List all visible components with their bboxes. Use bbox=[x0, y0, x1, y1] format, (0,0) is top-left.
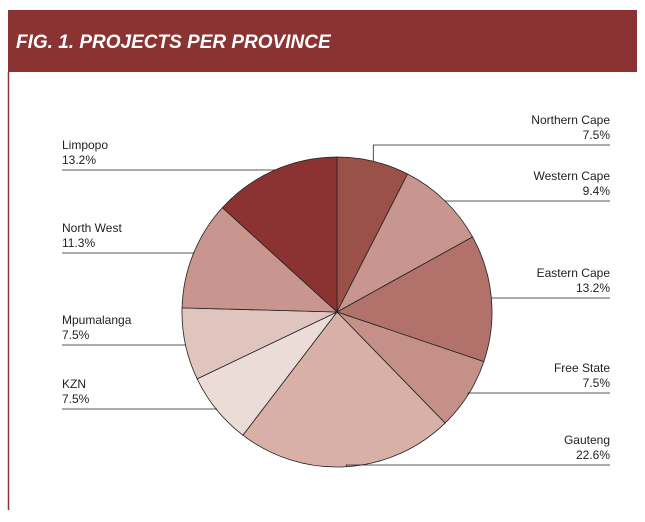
chart-title: FIG. 1. PROJECTS PER PROVINCE bbox=[16, 32, 332, 53]
slice-label: Northern Cape bbox=[531, 113, 610, 127]
slice-value-label: 7.5% bbox=[583, 376, 611, 390]
leader-line bbox=[62, 408, 218, 410]
slice-label: KZN bbox=[62, 377, 86, 391]
pie-slice bbox=[336, 236, 493, 363]
pie-slice bbox=[181, 207, 339, 313]
slice-value-label: 7.5% bbox=[62, 392, 90, 406]
slice-value-label: 13.2% bbox=[62, 153, 96, 167]
slice-label: Mpumalanga bbox=[62, 313, 132, 327]
leader-line bbox=[345, 464, 610, 467]
slice-label: Free State bbox=[554, 361, 610, 375]
leader-line bbox=[62, 344, 186, 346]
slice-label: Limpopo bbox=[62, 138, 108, 152]
slice-value-label: 7.5% bbox=[583, 128, 611, 142]
slice-label: Eastern Cape bbox=[537, 266, 611, 280]
slice-label: North West bbox=[62, 221, 122, 235]
slice-label: Western Cape bbox=[534, 169, 611, 183]
slice-value-label: 22.6% bbox=[576, 448, 610, 462]
slice-value-label: 9.4% bbox=[583, 184, 611, 198]
slice-value-label: 13.2% bbox=[576, 281, 610, 295]
slice-value-label: 11.3% bbox=[62, 236, 95, 250]
leader-line bbox=[372, 144, 610, 162]
slice-label: Gauteng bbox=[564, 433, 610, 447]
pie-slice bbox=[221, 156, 338, 313]
header-bar bbox=[8, 10, 637, 72]
leader-line bbox=[467, 392, 610, 395]
leader-line bbox=[62, 252, 194, 255]
slice-value-label: 7.5% bbox=[62, 328, 90, 342]
